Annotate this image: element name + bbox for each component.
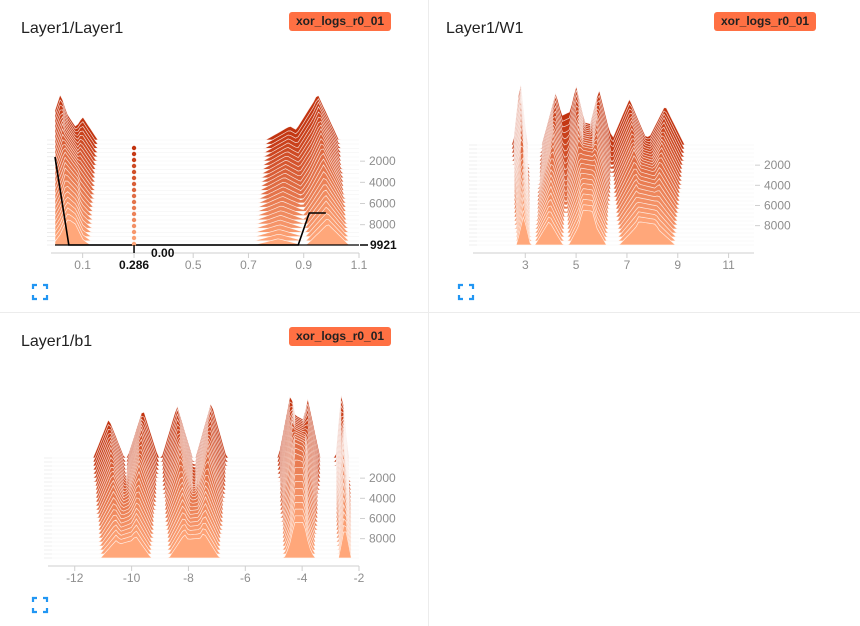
histogram-slice: [54, 161, 359, 204]
hover-marker-dot: [131, 199, 137, 205]
hover-marker-dot: [131, 169, 137, 175]
histogram-slice: [54, 173, 359, 212]
histogram-card-layer1-layer1: Layer1/Layer1 xor_logs_r0_01 0.1 0.5 0.7 0.…: [0, 0, 429, 313]
step-tick-label: 6000: [764, 198, 791, 212]
histogram-slice: [477, 209, 754, 246]
histogram-slice: [52, 522, 359, 559]
histogram-chart[interactable]: -12 -10 -8 -6 -4 -2 2000 4000 6000 8000: [0, 313, 428, 626]
step-tick-label: 2000: [369, 154, 396, 168]
hover-marker-dot: [131, 193, 137, 199]
x-tick-label: 5: [573, 258, 580, 272]
x-tick-label: 11: [722, 258, 735, 272]
x-tick-label: -12: [66, 571, 84, 585]
hover-value-label: 0.00: [151, 246, 175, 260]
x-axis: 0.1 0.5 0.7 0.9 1.1: [51, 252, 368, 272]
histogram-slice: [54, 122, 359, 170]
step-axis: 2000 4000 6000 8000: [360, 471, 396, 546]
x-tick-label: 0.5: [185, 258, 202, 272]
step-axis: 2000 4000 6000 8000: [755, 158, 791, 233]
histogram-ridges: [54, 94, 359, 246]
fullscreen-icon[interactable]: [31, 596, 49, 614]
step-tick-label: 4000: [369, 491, 396, 505]
x-tick-label: -6: [240, 571, 251, 585]
histogram-slice: [54, 156, 359, 200]
fullscreen-icon[interactable]: [457, 283, 475, 301]
step-tick-label: 2000: [764, 158, 791, 172]
histogram-slice: [54, 115, 359, 162]
histogram-slice: [54, 180, 359, 216]
x-axis: 3 5 7 9 11: [473, 252, 754, 272]
hover-marker-dot: [131, 187, 137, 193]
step-tick-label: 8000: [369, 218, 396, 232]
hover-marker-dot: [131, 151, 137, 157]
fullscreen-icon[interactable]: [31, 283, 49, 301]
histogram-slice: [54, 127, 359, 174]
hover-marker-dot: [131, 175, 137, 181]
run-badge[interactable]: xor_logs_r0_01: [289, 12, 392, 31]
hover-marker-dot: [131, 211, 137, 217]
histogram-ridges: [52, 395, 359, 559]
x-tick-label: -4: [297, 571, 308, 585]
histogram-slice: [54, 167, 359, 208]
histogram-slice: [54, 132, 359, 179]
histogram-card-layer1-b1: Layer1/b1 xor_logs_r0_01 -12 -10 -8 -6 -4 -2 2…: [0, 313, 429, 626]
step-tick-label: 6000: [369, 197, 396, 211]
histogram-slice: [54, 147, 359, 191]
step-axis: 2000 4000 6000 8000: [360, 154, 396, 232]
x-tick-label: 7: [624, 258, 631, 272]
card-title: Layer1/Layer1: [21, 20, 124, 37]
histogram-slice: [54, 137, 359, 183]
histogram-chart[interactable]: 3 5 7 9 11 2000 4000 6000 8000: [429, 0, 860, 312]
x-tick-label: 3: [522, 258, 529, 272]
histogram-slice: [54, 185, 359, 221]
hover-x-label: 0.286: [119, 258, 149, 272]
hover-marker-dot: [131, 217, 137, 223]
hover-marker-dot: [131, 223, 137, 229]
x-tick-label: 0.9: [295, 258, 312, 272]
card-title: Layer1/W1: [446, 20, 524, 37]
hover-step-label: 9921: [370, 238, 397, 252]
step-tick-label: 4000: [369, 175, 396, 189]
step-tick-label: 6000: [369, 511, 396, 525]
x-tick-label: 1.1: [351, 258, 368, 272]
hover-marker-dot: [131, 145, 137, 151]
x-tick-label: 0.7: [240, 258, 257, 272]
x-tick-label: 9: [674, 258, 681, 272]
step-tick-label: 8000: [764, 219, 791, 233]
histogram-chart[interactable]: 0.1 0.5 0.7 0.9 1.120004000600080000.2860.00…: [0, 0, 428, 312]
histogram-slice: [54, 143, 359, 187]
x-axis: -12 -10 -8 -6 -4 -2: [48, 565, 365, 585]
hover-marker-dot: [131, 229, 137, 235]
card-title: Layer1/b1: [21, 333, 93, 350]
run-badge[interactable]: xor_logs_r0_01: [714, 12, 817, 31]
step-tick-label: 4000: [764, 178, 791, 192]
step-tick-label: 8000: [369, 532, 396, 546]
hover-marker-dot: [131, 181, 137, 187]
hover-marker-dot: [131, 205, 137, 211]
histogram-card-layer1-w1: Layer1/W1 xor_logs_r0_01 3 5 7 9 11 2000 4000 6…: [429, 0, 860, 313]
histogram-slice: [54, 119, 359, 166]
hover-marker-dot: [131, 157, 137, 163]
run-badge[interactable]: xor_logs_r0_01: [289, 327, 392, 346]
x-tick-label: -8: [183, 571, 194, 585]
x-tick-label: -2: [354, 571, 365, 585]
hover-marker-dot: [131, 235, 137, 241]
step-tick-label: 2000: [369, 471, 396, 485]
hover-marker-dot: [131, 241, 137, 247]
hover-marker-dot: [131, 163, 137, 169]
hover-histogram-outline: [54, 156, 326, 246]
x-tick-label: 0.1: [74, 258, 91, 272]
histogram-slice: [54, 151, 359, 195]
histogram-ridges: [477, 84, 754, 246]
x-tick-label: -10: [123, 571, 141, 585]
